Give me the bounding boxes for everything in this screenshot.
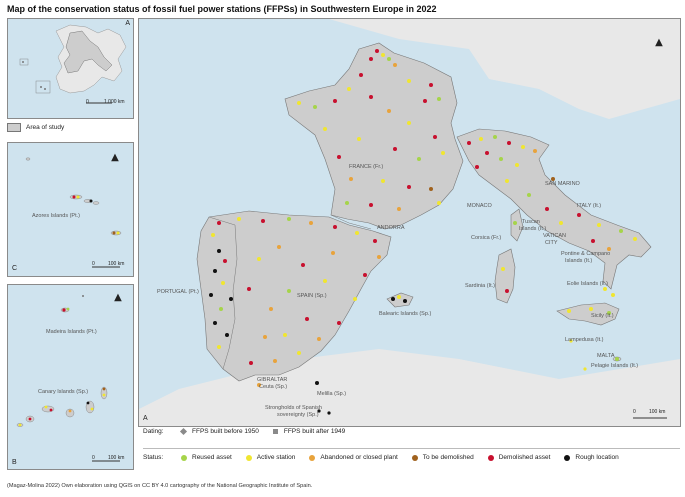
madeira-letter: B	[12, 459, 17, 466]
status-label: Status:	[143, 454, 164, 461]
map-title: Map of the conservation status of fossil…	[7, 4, 437, 14]
legend-status-0: Reused asset	[181, 454, 232, 461]
label-france: FRANCE (Fr.)	[349, 164, 384, 170]
status-abandoned-label: Abandoned or closed plant	[320, 454, 398, 461]
area-of-study-label: Area of study	[26, 124, 65, 131]
label-city: CITY	[545, 240, 558, 246]
label-melilla: Melilla (Sp.)	[317, 391, 347, 397]
label-portugal: PORTUGAL (Pt.)	[157, 289, 199, 295]
label-balearic: Balearic Islands (Sp.)	[379, 311, 432, 317]
area-swatch	[7, 123, 21, 132]
legend-after-1949: FFPS built after 1949	[272, 428, 346, 435]
label-ceuta: Ceuta (Sp.)	[259, 384, 288, 390]
legend-status-5: Rough location	[564, 454, 619, 461]
label-spain: SPAIN (Sp.)	[297, 293, 327, 299]
status-reused-label: Reused asset	[192, 454, 232, 461]
dating-label: Dating:	[143, 428, 164, 435]
status-demolished-label: Demolished asset	[498, 454, 551, 461]
square-symbol	[272, 429, 278, 434]
canary-scale-start: 0	[92, 455, 95, 461]
label-italy: ITALY (It.)	[577, 203, 602, 209]
azores-scale-end: 100 km	[108, 261, 125, 267]
svg-text:▲: ▲	[655, 37, 663, 48]
madeira-label: Madeira Islands (Pt.)	[46, 329, 97, 335]
status-dot-rough	[564, 454, 571, 461]
source-note: (Magaz-Molina 2022) Own elaboration usin…	[7, 483, 313, 489]
status-rough-label: Rough location	[575, 454, 619, 461]
before-1950-label: FFPS built before 1950	[192, 428, 259, 435]
area-of-study-legend: Area of study	[7, 123, 64, 132]
label-strongholds: Strongholds of Spanish	[265, 405, 322, 411]
locator-scale-end: 1.000 km	[104, 99, 125, 105]
label-tuscan2: Islands (It.)	[519, 226, 547, 232]
status-dot-abandoned	[309, 454, 316, 461]
main-map[interactable]: ▲ FRANCE (Fr.) SPAIN (Sp.) PORTUGAL (Pt.…	[138, 18, 681, 427]
after-1949-label: FFPS built after 1949	[283, 428, 346, 435]
legend-status-2: Abandoned or closed plant	[309, 454, 398, 461]
legend-status-3: To be demolished	[411, 454, 474, 461]
locator-scale-start: 0	[86, 99, 89, 105]
main-scale-start: 0	[633, 409, 636, 415]
legend-status-1: Active station	[245, 454, 296, 461]
label-san-marino: SAN MARINO	[545, 181, 580, 187]
label-gibraltar: GIBRALTAR	[257, 377, 288, 383]
label-corsica: Corsica (Fr.)	[471, 235, 502, 241]
azores-letter: C	[12, 265, 18, 272]
azores-inset: ▲ Azores Islands (Pt.) C 0 100 km	[7, 142, 134, 277]
label-pontine2: Islands (It.)	[565, 258, 593, 264]
status-row: Status: Reused asset Active station Aban…	[143, 454, 633, 461]
status-dot-demolished	[487, 454, 494, 461]
svg-text:▲: ▲	[114, 292, 122, 303]
status-active-label: Active station	[256, 454, 296, 461]
label-sovereignty: sovereignty (Sp.)	[277, 412, 319, 418]
label-pelagie: Pelagie Islands (It.)	[591, 363, 639, 369]
label-lampedusa: Lampedusa (It.)	[565, 337, 604, 343]
legend-before-1950: FFPS built before 1950	[179, 427, 259, 436]
canary-label: Canary Islands (Sp.)	[38, 389, 89, 395]
svg-text:▲: ▲	[111, 152, 119, 163]
azores-scale-start: 0	[92, 261, 95, 267]
canary-scale-end: 100 km	[108, 455, 125, 461]
label-vatican: VATICAN	[543, 233, 567, 239]
status-to-be-demolished-label: To be demolished	[422, 454, 474, 461]
map-legend: Dating: FFPS built before 1950 FFPS buil…	[143, 426, 680, 470]
legend-divider	[143, 448, 680, 449]
label-sicily: Sicily (It.)	[591, 313, 614, 319]
label-sardinia: Sardinia (It.)	[465, 283, 495, 289]
status-dot-active	[245, 454, 252, 461]
locator-letter: A	[125, 20, 130, 27]
status-dot-to-be-demolished	[411, 454, 418, 461]
label-monaco: MONACO	[467, 203, 492, 209]
madeira-canary-inset: ▲ Madeira Islands (Pt.) Canary Islands (…	[7, 284, 134, 470]
label-eolie: Eolie Islands (It.)	[567, 281, 608, 287]
diamond-symbol	[179, 427, 188, 436]
legend-status-4: Demolished asset	[487, 454, 551, 461]
locator-inset: A 0 1.000 km	[7, 18, 134, 119]
label-andorra: ANDORRA	[377, 225, 405, 231]
status-dot-reused	[181, 454, 187, 461]
label-tuscan: Tuscan	[522, 219, 540, 225]
dating-row: Dating: FFPS built before 1950 FFPS buil…	[143, 427, 359, 436]
label-malta: MALTA	[597, 353, 615, 359]
azores-label: Azores Islands (Pt.)	[32, 213, 80, 219]
main-map-letter: A	[143, 415, 148, 422]
main-scale-end: 100 km	[649, 409, 666, 415]
label-pontine: Pontine & Campano	[561, 251, 611, 257]
